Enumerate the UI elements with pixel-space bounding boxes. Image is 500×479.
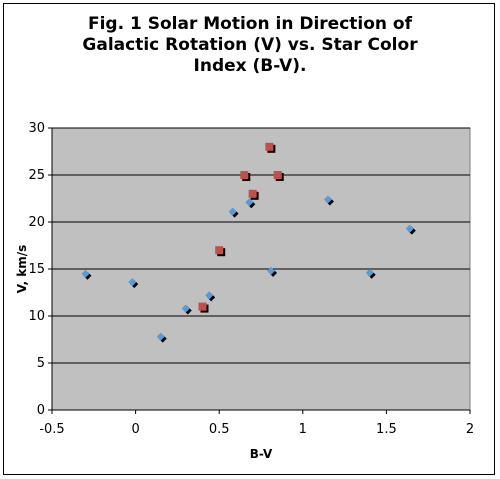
point-marker	[181, 304, 190, 313]
chart-title: Fig. 1 Solar Motion in Direction of Gala…	[0, 14, 500, 77]
y-tick-label: 25	[28, 168, 45, 183]
point-marker	[248, 189, 257, 198]
point-marker	[267, 266, 276, 275]
x-tick-label: 1	[299, 422, 307, 437]
square-data-point	[248, 189, 259, 200]
y-tick-label: 5	[37, 356, 45, 371]
y-tick-label: 10	[28, 309, 45, 324]
chart-title-line-2: Galactic Rotation (V) vs. Star Color	[82, 35, 418, 55]
chart-title-line-1: Fig. 1 Solar Motion in Direction of	[87, 14, 412, 34]
diamond-data-point	[181, 304, 192, 315]
point-marker	[156, 332, 165, 341]
point-marker	[205, 291, 214, 300]
y-axis-label: V, km/s	[15, 245, 29, 294]
diamond-data-point	[267, 266, 278, 277]
diamond-data-point	[128, 278, 139, 289]
x-axis-label: B-V	[250, 447, 273, 461]
square-data-point	[265, 142, 276, 153]
point-marker	[273, 171, 282, 179]
point-marker	[240, 171, 249, 179]
diamond-data-point	[228, 207, 239, 218]
y-tick-label: 20	[28, 215, 45, 230]
x-tick-label: 0	[131, 422, 139, 437]
point-marker	[215, 246, 224, 255]
point-marker	[81, 269, 90, 278]
diamond-data-point	[245, 198, 256, 209]
point-marker	[365, 268, 374, 277]
point-marker	[323, 195, 332, 204]
x-tick-label: 1.5	[376, 422, 397, 437]
point-marker	[265, 142, 274, 151]
y-tick-label: 15	[28, 262, 45, 277]
diamond-data-point	[365, 268, 376, 279]
diamond-data-point	[156, 332, 167, 343]
chart-title-line-3: Index (B-V).	[193, 56, 307, 76]
point-marker	[228, 207, 237, 216]
diamond-data-point	[323, 195, 334, 206]
square-data-point	[273, 171, 284, 181]
y-tick-label: 0	[37, 403, 45, 418]
x-tick-label: 2	[466, 422, 474, 437]
square-data-point	[198, 302, 209, 313]
diamond-data-point	[205, 291, 216, 302]
square-data-point	[215, 246, 226, 257]
x-tick-label: 0.5	[209, 422, 230, 437]
point-marker	[405, 224, 414, 233]
y-tick-label: 30	[28, 121, 45, 136]
diamond-data-point	[81, 269, 92, 280]
point-marker	[128, 278, 137, 287]
diamond-data-point	[405, 224, 416, 235]
point-marker	[245, 198, 254, 207]
square-data-point	[240, 171, 251, 181]
x-tick-label: -0.5	[39, 422, 64, 437]
point-marker	[198, 302, 207, 311]
